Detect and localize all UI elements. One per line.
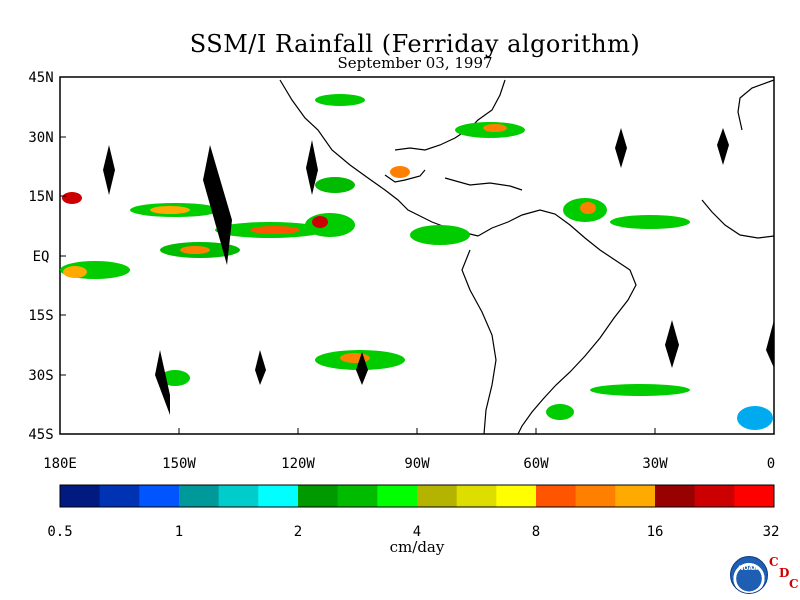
colorbar-swatch [377, 485, 418, 507]
colorbar-swatch [99, 485, 140, 507]
lon-label-120w: 120W [281, 456, 315, 472]
lon-label-90w: 90W [404, 456, 430, 472]
rainfall-patches [60, 94, 773, 430]
colorbar-swatch [536, 485, 577, 507]
axis-ticks [59, 76, 775, 435]
lon-label-150w: 150W [162, 456, 196, 472]
colorbar-swatch [417, 485, 458, 507]
colorbar-swatch [298, 485, 339, 507]
cb-label-1: 1 [175, 524, 183, 540]
lat-label-30n: 30N [28, 130, 53, 146]
cb-label-16: 16 [647, 524, 664, 540]
cb-label-2: 2 [294, 524, 302, 540]
colorbar-swatch [218, 485, 259, 507]
cb-label-0-5: 0.5 [47, 524, 72, 540]
colorbar-swatch [337, 485, 378, 507]
lon-label-0: 0 [767, 456, 775, 472]
noaa-logo-icon [730, 556, 768, 594]
lon-label-60w: 60W [523, 456, 549, 472]
colorbar-swatch [456, 485, 497, 507]
swath-gaps [103, 128, 774, 415]
lat-label-15s: 15S [28, 308, 53, 324]
lat-label-45n: 45N [28, 70, 53, 86]
cb-label-32: 32 [763, 524, 780, 540]
colorbar-swatch [258, 485, 299, 507]
cdc-letter-d: D [779, 566, 790, 580]
colorbar-swatch [60, 485, 101, 507]
lat-labels: 45N 30N 15N EQ 15S 30S 45S [28, 70, 53, 443]
map-date: September 03, 1997 [337, 54, 493, 72]
colorbar-swatch [694, 485, 735, 507]
cb-label-4: 4 [413, 524, 421, 540]
colorbar-swatch [139, 485, 180, 507]
colorbar-unit: cm/day [389, 538, 445, 556]
colorbar-labels: 0.5 1 2 4 8 16 32 [47, 524, 779, 540]
colorbar-swatch [496, 485, 537, 507]
map-title: SSM/I Rainfall (Ferriday algorithm) [189, 30, 641, 58]
lon-labels: 180E 150W 120W 90W 60W 30W 0 [43, 456, 775, 472]
colorbar [59, 484, 775, 508]
cb-label-8: 8 [532, 524, 540, 540]
colorbar-swatch [655, 485, 696, 507]
noaa-logo-text: NOAA [738, 565, 758, 572]
lat-label-30s: 30S [28, 368, 53, 384]
colorbar-swatch [575, 485, 616, 507]
colorbar-swatch [179, 485, 220, 507]
lat-label-eq: EQ [33, 249, 50, 265]
colorbar-swatch [734, 485, 775, 507]
colorbar-border [59, 484, 775, 508]
lon-label-180e: 180E [43, 456, 77, 472]
cdc-letter-c2: C [789, 577, 799, 591]
lat-label-15n: 15N [28, 189, 53, 205]
cdc-letter-c1: C [769, 555, 779, 569]
lon-label-30w: 30W [642, 456, 668, 472]
lat-label-45s: 45S [28, 427, 53, 443]
colorbar-swatch [615, 485, 656, 507]
